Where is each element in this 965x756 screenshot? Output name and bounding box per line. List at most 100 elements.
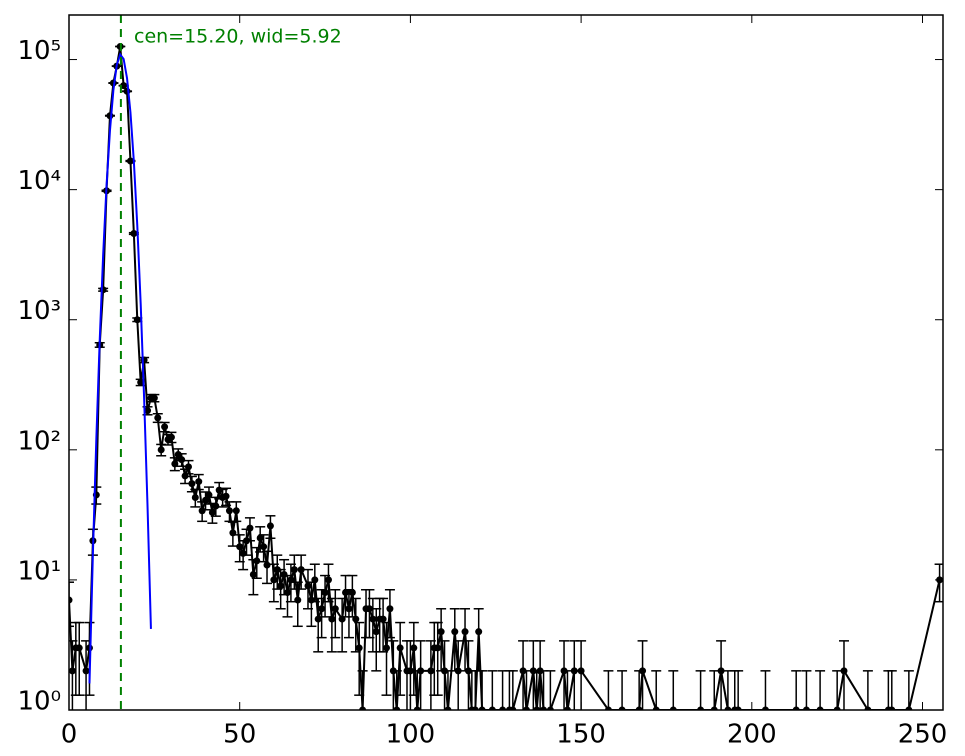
data-point xyxy=(359,706,367,710)
y-tick-label: 10³ xyxy=(17,296,61,326)
data-point xyxy=(208,508,216,516)
data-point xyxy=(69,667,76,675)
data-point xyxy=(287,576,295,584)
data-point xyxy=(365,605,373,613)
data-point xyxy=(290,566,298,574)
data-point xyxy=(284,589,291,597)
data-point xyxy=(355,644,363,652)
data-point xyxy=(888,706,896,710)
data-line xyxy=(69,46,941,710)
data-point xyxy=(434,644,442,652)
data-point xyxy=(198,507,206,515)
data-point xyxy=(126,157,134,165)
data-point xyxy=(331,605,339,613)
data-point xyxy=(635,706,643,710)
data-point xyxy=(570,667,578,675)
data-point xyxy=(294,596,302,604)
data-point xyxy=(205,491,213,499)
data-point xyxy=(280,571,288,579)
data-point xyxy=(167,433,175,441)
data-point xyxy=(270,576,278,584)
data-point xyxy=(475,628,483,636)
data-point xyxy=(191,494,199,502)
data-point xyxy=(546,706,554,710)
data-point xyxy=(734,706,742,710)
data-point xyxy=(717,667,725,675)
y-tick-label: 10¹ xyxy=(17,556,61,586)
data-point xyxy=(161,423,169,431)
data-point xyxy=(236,543,244,551)
data-point xyxy=(413,706,421,710)
data-point xyxy=(639,667,647,675)
data-point xyxy=(577,667,585,675)
data-point xyxy=(454,667,462,675)
data-point xyxy=(195,478,203,486)
data-point xyxy=(345,605,353,613)
data-point xyxy=(604,706,612,710)
data-point xyxy=(816,706,824,710)
data-point xyxy=(379,615,387,623)
data-point xyxy=(178,456,186,464)
plot-frame xyxy=(68,14,944,711)
data-point xyxy=(840,667,848,675)
data-point xyxy=(328,615,336,623)
data-point xyxy=(372,628,380,636)
data-point xyxy=(246,524,254,532)
y-tick-label: 10⁰ xyxy=(17,687,61,717)
data-point xyxy=(905,706,913,710)
x-tick-label: 100 xyxy=(386,720,436,750)
data-point xyxy=(417,667,425,675)
data-point xyxy=(618,706,626,710)
data-point xyxy=(229,529,237,537)
data-point xyxy=(478,706,486,710)
y-tick-label: 10⁴ xyxy=(17,166,61,196)
data-point xyxy=(437,628,445,636)
fit-line xyxy=(88,52,152,684)
data-point xyxy=(652,706,660,710)
annotation: cen=15.20, wid=5.92 xyxy=(134,26,342,48)
data-point xyxy=(410,644,418,652)
data-point xyxy=(232,507,240,515)
data-point xyxy=(406,667,414,675)
data-point xyxy=(352,615,360,623)
data-point xyxy=(427,667,435,675)
data-point xyxy=(864,706,872,710)
data-point xyxy=(171,460,179,468)
plot-area xyxy=(69,15,943,710)
data-point xyxy=(318,605,326,613)
data-point xyxy=(144,407,152,415)
data-point xyxy=(499,706,507,710)
x-tick-label: 250 xyxy=(898,720,948,750)
data-point xyxy=(369,615,377,623)
data-point xyxy=(321,589,329,597)
data-point xyxy=(188,480,196,488)
data-point xyxy=(540,706,548,710)
data-point xyxy=(277,582,285,590)
data-point xyxy=(386,605,394,613)
data-point xyxy=(212,502,220,510)
data-point xyxy=(383,644,391,652)
data-point xyxy=(202,496,210,504)
data-point xyxy=(137,378,145,386)
data-point xyxy=(249,571,257,579)
data-point xyxy=(522,706,530,710)
data-point xyxy=(266,522,274,530)
data-point xyxy=(833,706,841,710)
data-point xyxy=(761,706,769,710)
x-tick-label: 0 xyxy=(61,720,78,750)
data-point xyxy=(471,706,479,710)
data-point xyxy=(342,589,350,597)
data-point xyxy=(150,394,158,402)
data-point xyxy=(225,507,233,515)
data-point xyxy=(154,414,162,422)
data-point xyxy=(669,706,677,710)
data-point xyxy=(563,706,571,710)
data-point xyxy=(444,706,452,710)
x-tick-label: 150 xyxy=(556,720,606,750)
y-tick-label: 10⁵ xyxy=(17,36,61,66)
x-tick-label: 200 xyxy=(727,720,777,750)
data-point xyxy=(133,316,141,324)
y-tick-label: 10² xyxy=(17,426,61,456)
data-point xyxy=(69,596,73,604)
